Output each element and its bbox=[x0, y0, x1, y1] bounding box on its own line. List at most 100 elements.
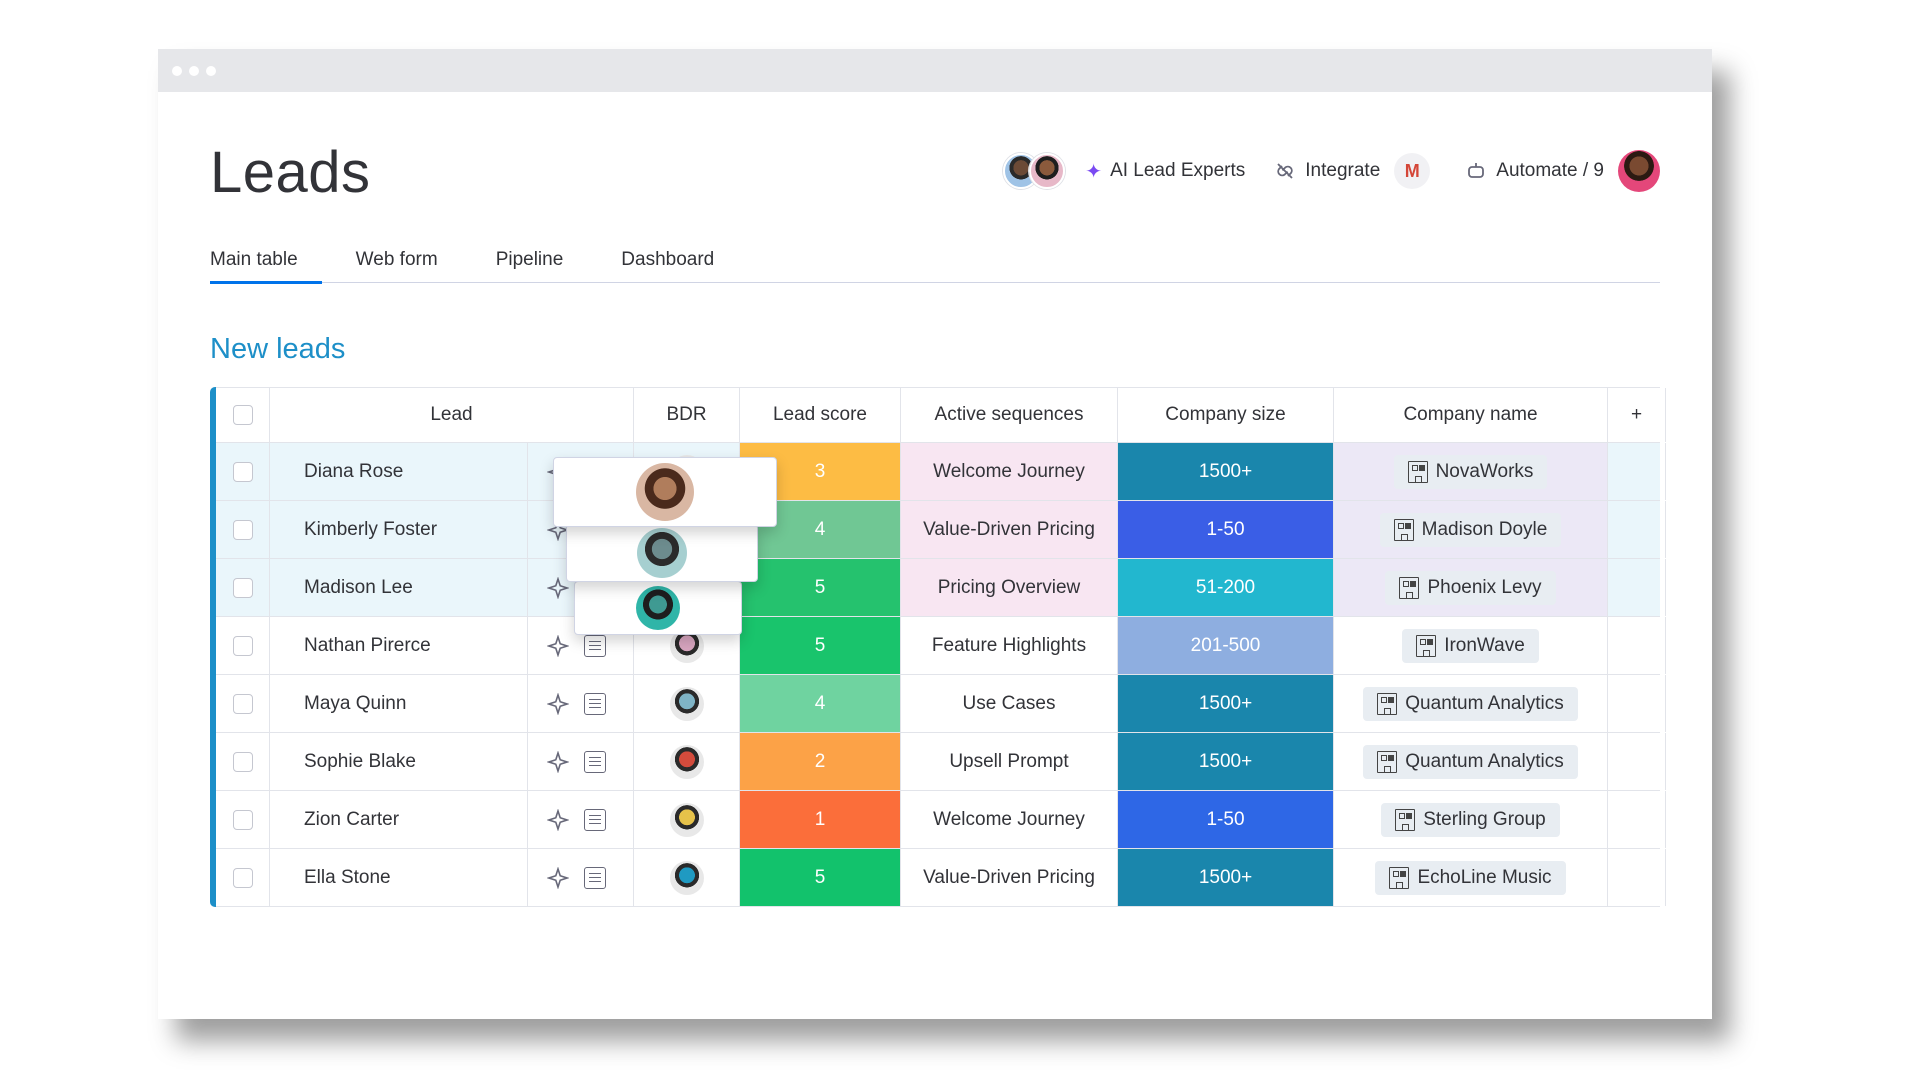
column-header-company-name[interactable]: Company name bbox=[1334, 388, 1608, 442]
company-chip[interactable]: IronWave bbox=[1402, 628, 1539, 663]
company-size-cell[interactable]: 1500+ bbox=[1118, 849, 1334, 906]
user-avatar[interactable] bbox=[1618, 150, 1660, 192]
column-header-active-sequences[interactable]: Active sequences bbox=[901, 388, 1118, 442]
lead-name-cell[interactable]: Madison Lee bbox=[270, 559, 528, 616]
company-chip[interactable]: Madison Doyle bbox=[1379, 512, 1562, 547]
lead-name-cell[interactable]: Nathan Pirerce bbox=[270, 617, 528, 674]
bdr-popup-card[interactable] bbox=[553, 457, 777, 527]
active-sequence-cell[interactable]: Value-Driven Pricing bbox=[901, 501, 1118, 558]
lead-name-cell[interactable]: Maya Quinn bbox=[270, 675, 528, 732]
document-icon[interactable] bbox=[584, 808, 606, 831]
lead-name-cell[interactable]: Ella Stone bbox=[270, 849, 528, 906]
company-name-cell[interactable]: EchoLine Music bbox=[1334, 849, 1608, 906]
tab-main-table[interactable]: Main table bbox=[210, 237, 322, 284]
active-sequence-cell[interactable]: Value-Driven Pricing bbox=[901, 849, 1118, 906]
bdr-popup-card[interactable] bbox=[566, 524, 758, 582]
company-size-cell[interactable]: 1-50 bbox=[1118, 791, 1334, 848]
lead-score-cell[interactable]: 1 bbox=[740, 791, 901, 848]
bdr-cell[interactable] bbox=[634, 675, 740, 732]
company-size-cell[interactable]: 1500+ bbox=[1118, 675, 1334, 732]
company-name-cell[interactable]: Quantum Analytics bbox=[1334, 733, 1608, 790]
table-row[interactable]: Nathan Pirerce 5 Feature Highlights 201-… bbox=[216, 617, 1666, 675]
company-name-cell[interactable]: IronWave bbox=[1334, 617, 1608, 674]
column-header-lead[interactable]: Lead bbox=[270, 388, 634, 442]
company-chip[interactable]: Sterling Group bbox=[1381, 802, 1560, 837]
column-header-lead-score[interactable]: Lead score bbox=[740, 388, 901, 442]
company-chip[interactable]: Phoenix Levy bbox=[1385, 570, 1556, 605]
document-icon[interactable] bbox=[584, 692, 606, 715]
lead-name-cell[interactable]: Sophie Blake bbox=[270, 733, 528, 790]
lead-name-cell[interactable]: Zion Carter bbox=[270, 791, 528, 848]
ai-sparkle-icon[interactable] bbox=[546, 518, 570, 542]
lead-score-cell[interactable]: 5 bbox=[740, 559, 901, 616]
company-chip[interactable]: EchoLine Music bbox=[1375, 860, 1566, 895]
row-checkbox[interactable] bbox=[232, 751, 253, 772]
bdr-cell[interactable] bbox=[634, 849, 740, 906]
add-column-button[interactable]: + bbox=[1608, 388, 1666, 442]
select-all-checkbox[interactable] bbox=[232, 405, 253, 425]
table-row[interactable]: Maya Quinn 4 Use Cases 1500+ Quantum Ana… bbox=[216, 675, 1666, 733]
group-title[interactable]: New leads bbox=[210, 333, 346, 365]
ai-sparkle-icon[interactable] bbox=[546, 866, 570, 890]
company-chip[interactable]: Quantum Analytics bbox=[1363, 686, 1578, 721]
tab-web-form[interactable]: Web form bbox=[355, 249, 438, 270]
tab-pipeline[interactable]: Pipeline bbox=[495, 249, 564, 270]
lead-name-cell[interactable]: Diana Rose bbox=[270, 443, 528, 500]
window-dot[interactable] bbox=[189, 65, 199, 76]
bdr-popup-card[interactable] bbox=[574, 581, 742, 635]
ai-sparkle-icon[interactable] bbox=[546, 692, 570, 716]
lead-score-cell[interactable]: 4 bbox=[740, 675, 901, 732]
row-checkbox[interactable] bbox=[232, 461, 253, 482]
table-row[interactable]: Kimberly Foster 4 Value-Driven Pricing 1… bbox=[216, 501, 1666, 559]
column-header-bdr[interactable]: BDR bbox=[634, 388, 740, 442]
document-icon[interactable] bbox=[584, 866, 606, 889]
bdr-cell[interactable] bbox=[634, 733, 740, 790]
column-header-company-size[interactable]: Company size bbox=[1118, 388, 1334, 442]
row-checkbox[interactable] bbox=[232, 577, 253, 598]
table-row[interactable]: Madison Lee 5 Pricing Overview 51-200 Ph… bbox=[216, 559, 1666, 617]
active-sequence-cell[interactable]: Upsell Prompt bbox=[901, 733, 1118, 790]
active-sequence-cell[interactable]: Welcome Journey bbox=[901, 443, 1118, 500]
company-name-cell[interactable]: Phoenix Levy bbox=[1334, 559, 1608, 616]
lead-score-cell[interactable]: 2 bbox=[740, 733, 901, 790]
table-row[interactable]: Diana Rose 3 Welcome Journey 1500+ NovaW… bbox=[216, 443, 1666, 501]
active-sequence-cell[interactable]: Pricing Overview bbox=[901, 559, 1118, 616]
row-checkbox[interactable] bbox=[232, 519, 253, 540]
table-row[interactable]: Sophie Blake 2 Upsell Prompt 1500+ Quant… bbox=[216, 733, 1666, 791]
integrate-button[interactable]: Integrate bbox=[1259, 159, 1394, 183]
company-size-cell[interactable]: 1500+ bbox=[1118, 443, 1334, 500]
active-sequence-cell[interactable]: Use Cases bbox=[901, 675, 1118, 732]
ai-experts-avatars[interactable] bbox=[1003, 153, 1066, 189]
ai-sparkle-icon[interactable] bbox=[546, 808, 570, 832]
company-chip[interactable]: Quantum Analytics bbox=[1363, 744, 1578, 779]
row-checkbox[interactable] bbox=[232, 635, 253, 656]
bdr-cell[interactable] bbox=[634, 791, 740, 848]
company-size-cell[interactable]: 1-50 bbox=[1118, 501, 1334, 558]
company-chip[interactable]: NovaWorks bbox=[1393, 454, 1548, 489]
company-name-cell[interactable]: NovaWorks bbox=[1334, 443, 1608, 500]
ai-lead-experts-button[interactable]: ✦ AI Lead Experts bbox=[1071, 159, 1259, 184]
table-row[interactable]: Zion Carter 1 Welcome Journey 1-50 Sterl… bbox=[216, 791, 1666, 849]
company-name-cell[interactable]: Quantum Analytics bbox=[1334, 675, 1608, 732]
lead-score-cell[interactable]: 5 bbox=[740, 617, 901, 674]
company-size-cell[interactable]: 201-500 bbox=[1118, 617, 1334, 674]
table-row[interactable]: Ella Stone 5 Value-Driven Pricing 1500+ … bbox=[216, 849, 1666, 907]
document-icon[interactable] bbox=[584, 750, 606, 773]
lead-score-cell[interactable]: 5 bbox=[740, 849, 901, 906]
row-checkbox[interactable] bbox=[232, 809, 253, 830]
window-dot[interactable] bbox=[172, 65, 182, 76]
document-icon[interactable] bbox=[584, 634, 606, 657]
ai-sparkle-icon[interactable] bbox=[546, 576, 570, 600]
automate-button[interactable]: Automate / 9 bbox=[1450, 159, 1618, 183]
company-name-cell[interactable]: Madison Doyle bbox=[1334, 501, 1608, 558]
tab-dashboard[interactable]: Dashboard bbox=[621, 249, 715, 270]
row-checkbox[interactable] bbox=[232, 693, 253, 714]
company-size-cell[interactable]: 1500+ bbox=[1118, 733, 1334, 790]
ai-sparkle-icon[interactable] bbox=[546, 750, 570, 774]
row-checkbox[interactable] bbox=[232, 867, 253, 888]
company-size-cell[interactable]: 51-200 bbox=[1118, 559, 1334, 616]
window-dot[interactable] bbox=[206, 65, 216, 76]
lead-name-cell[interactable]: Kimberly Foster bbox=[270, 501, 528, 558]
gmail-icon[interactable]: M bbox=[1394, 153, 1431, 189]
active-sequence-cell[interactable]: Welcome Journey bbox=[901, 791, 1118, 848]
